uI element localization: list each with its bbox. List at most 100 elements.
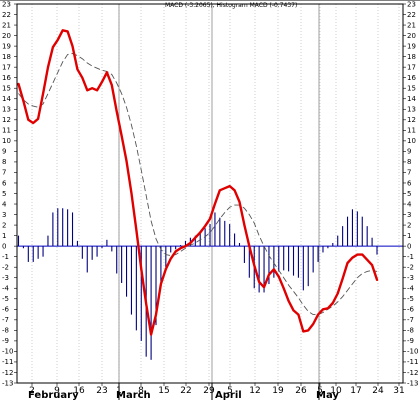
y-tick-label-right: 2 xyxy=(407,221,411,229)
x-tick-label: 5 xyxy=(227,386,233,396)
month-label: May xyxy=(316,390,339,400)
y-tick-label-right: -5 xyxy=(407,295,414,303)
y-tick-label-right: -13 xyxy=(407,379,418,387)
y-tick-label-left: -1 xyxy=(2,253,9,261)
y-tick-label-right: -4 xyxy=(407,285,415,293)
y-tick-label-right: 20 xyxy=(407,32,416,40)
y-tick-label-right: -8 xyxy=(407,327,414,335)
y-tick-label-right: 15 xyxy=(407,85,416,93)
y-tick-label-left: 11 xyxy=(2,127,11,135)
y-tick-label-left: 3 xyxy=(2,211,6,219)
y-tick-label-left: -7 xyxy=(2,316,9,324)
x-tick-label: 2 xyxy=(29,386,35,396)
y-tick-label-right: 13 xyxy=(407,106,416,114)
y-tick-label-right: -1 xyxy=(407,253,414,261)
y-tick-label-right: -11 xyxy=(407,358,418,366)
y-tick-label-left: 15 xyxy=(2,85,11,93)
y-tick-label-right: 9 xyxy=(407,148,411,156)
y-axis-right-ticks: 23222120191817161514131211109876543210-1… xyxy=(407,0,418,387)
x-tick-label: 5 xyxy=(317,386,323,396)
macd-series xyxy=(17,29,379,336)
y-tick-label-left: 23 xyxy=(2,0,11,8)
y-tick-label-left: 6 xyxy=(2,179,7,187)
y-tick-label-right: 4 xyxy=(407,200,412,208)
y-tick-label-left: -6 xyxy=(2,306,10,314)
y-tick-label-left: -5 xyxy=(2,295,9,303)
y-tick-label-right: 8 xyxy=(407,158,411,166)
y-tick-label-right: -3 xyxy=(407,274,414,282)
y-tick-label-right: -9 xyxy=(407,337,414,345)
month-label: April xyxy=(215,390,242,400)
x-tick-label: 24 xyxy=(372,386,384,396)
y-tick-label-right: 0 xyxy=(407,242,411,250)
x-tick-label: 17 xyxy=(350,386,361,396)
y-tick-label-right: 19 xyxy=(407,42,416,50)
x-tick-label: 31 xyxy=(393,386,404,396)
x-tick-label: 12 xyxy=(249,386,260,396)
y-tick-label-left: -2 xyxy=(2,263,9,271)
x-tick-label: 22 xyxy=(180,386,191,396)
y-tick-label-left: 10 xyxy=(2,137,11,145)
y-tick-label-left: -8 xyxy=(2,327,9,335)
signal-series xyxy=(18,53,378,316)
x-tick-label: 9 xyxy=(54,386,60,396)
y-tick-label-right: 7 xyxy=(407,169,411,177)
y-tick-label-right: 17 xyxy=(407,63,416,71)
y-tick-label-right: -6 xyxy=(407,306,415,314)
y-tick-label-left: -4 xyxy=(2,285,10,293)
y-tick-label-left: 1 xyxy=(2,232,6,240)
y-tick-label-left: 16 xyxy=(2,74,11,82)
y-tick-label-left: 0 xyxy=(2,242,6,250)
histogram-series xyxy=(17,208,378,360)
y-tick-label-left: 20 xyxy=(2,32,11,40)
y-tick-label-left: 17 xyxy=(2,63,11,71)
y-tick-label-left: -9 xyxy=(2,337,9,345)
y-tick-label-right: 11 xyxy=(407,127,416,135)
y-tick-label-right: 23 xyxy=(407,0,416,8)
signal-line xyxy=(18,53,378,316)
y-tick-label-right: 1 xyxy=(407,232,411,240)
y-tick-label-right: -2 xyxy=(407,263,414,271)
x-tick-label: 19 xyxy=(272,386,284,396)
y-tick-label-right: 14 xyxy=(407,95,416,103)
y-tick-label-left: 12 xyxy=(2,116,11,124)
y-tick-label-left: 7 xyxy=(2,169,6,177)
y-tick-label-left: 14 xyxy=(2,95,11,103)
y-tick-label-left: 21 xyxy=(2,21,11,29)
y-axis-left-ticks: 23222120191817161514131211109876543210-1… xyxy=(2,0,13,387)
y-tick-label-right: 16 xyxy=(407,74,416,82)
y-tick-label-left: 9 xyxy=(2,148,6,156)
macd-line xyxy=(17,29,379,336)
x-tick-label: 26 xyxy=(295,386,307,396)
y-tick-label-right: 6 xyxy=(407,179,412,187)
y-tick-label-left: 22 xyxy=(2,11,11,19)
x-tick-label: 23 xyxy=(96,386,107,396)
x-axis-ticks: 2 9 16 23 1 8 15 22 29 5 12 19 26 5 10 17 24 31 xyxy=(29,386,405,396)
y-tick-label-right: -7 xyxy=(407,316,414,324)
y-tick-label-left: -3 xyxy=(2,274,9,282)
y-tick-label-right: 3 xyxy=(407,211,411,219)
x-tick-label: 1 xyxy=(116,386,122,396)
y-tick-label-left: -13 xyxy=(2,379,13,387)
x-tick-label: 10 xyxy=(330,386,342,396)
y-tick-label-right: 12 xyxy=(407,116,416,124)
y-tick-label-right: 18 xyxy=(407,53,416,61)
y-tick-label-left: 2 xyxy=(2,221,6,229)
y-tick-label-right: 22 xyxy=(407,11,416,19)
y-tick-label-left: 5 xyxy=(2,190,6,198)
chart-title: MACD (-3.2065), Histogram MACD (-0.7437) xyxy=(165,2,297,9)
x-tick-label: 8 xyxy=(138,386,144,396)
month-label: March xyxy=(116,390,151,400)
month-labels: February March April May xyxy=(28,390,339,400)
y-tick-label-right: -12 xyxy=(407,369,418,377)
y-tick-label-right: -10 xyxy=(407,348,418,356)
y-tick-label-left: -12 xyxy=(2,369,13,377)
y-tick-label-left: 13 xyxy=(2,106,11,114)
y-tick-label-right: 5 xyxy=(407,190,411,198)
y-tick-label-left: -10 xyxy=(2,348,13,356)
y-tick-label-left: 4 xyxy=(2,200,7,208)
y-tick-label-left: 19 xyxy=(2,42,11,50)
x-tick-label: 16 xyxy=(73,386,85,396)
